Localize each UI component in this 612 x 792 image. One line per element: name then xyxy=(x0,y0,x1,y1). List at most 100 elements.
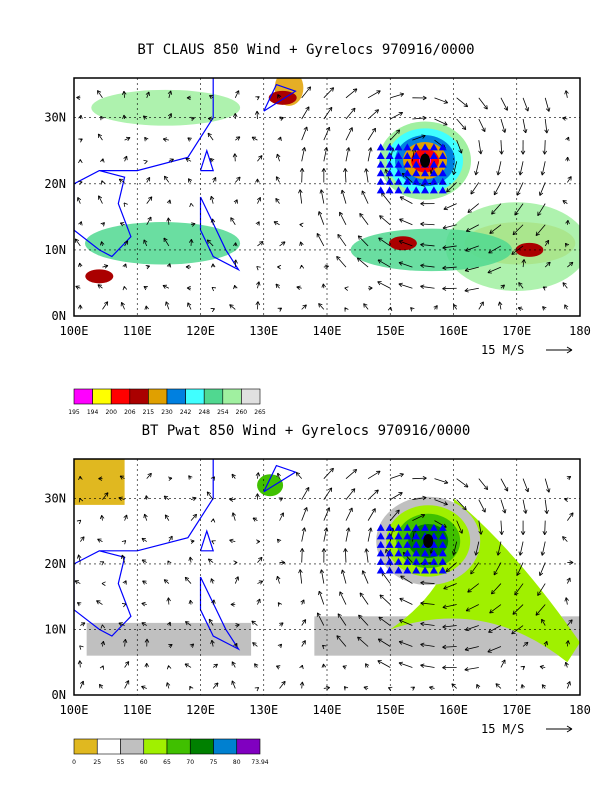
gyre-marker xyxy=(385,143,394,151)
wind-arrowhead xyxy=(357,235,363,240)
wind-vector xyxy=(565,90,568,98)
cloud-region xyxy=(91,89,241,126)
wind-arrowhead xyxy=(97,284,102,289)
wind-vector xyxy=(562,200,568,204)
wind-vector xyxy=(162,284,170,289)
wind-arrowhead xyxy=(541,618,546,624)
wind-vector xyxy=(146,473,152,479)
gyre-marker xyxy=(403,540,412,548)
wind-vector xyxy=(442,604,457,608)
legend-swatch xyxy=(73,388,93,405)
wind-vector xyxy=(564,304,568,310)
wind-vector xyxy=(398,240,413,247)
wind-arrowhead xyxy=(123,202,128,207)
wind-vector xyxy=(442,625,457,628)
wind-vector xyxy=(229,539,236,542)
wind-arrowhead xyxy=(168,476,173,481)
wind-vector xyxy=(357,235,369,247)
wind-vector xyxy=(251,620,258,626)
wind-arrowhead xyxy=(378,237,383,242)
wind-arrowhead xyxy=(188,239,194,244)
wind-arrowhead xyxy=(192,513,197,519)
wind-arrowhead xyxy=(336,256,341,261)
wind-arrowhead xyxy=(337,613,342,618)
gyre-marker xyxy=(385,186,394,194)
wind-vector xyxy=(168,90,172,98)
wind-vector xyxy=(234,576,239,584)
legend-swatch xyxy=(189,738,214,755)
wind-arrowhead xyxy=(483,105,488,110)
wind-vector xyxy=(399,196,413,204)
gyre-marker xyxy=(403,143,412,151)
wind-arrowhead xyxy=(520,684,526,689)
wind-arrowhead xyxy=(100,180,106,185)
wind-arrowhead xyxy=(502,509,507,514)
wind-vector xyxy=(358,614,369,626)
wind-vector xyxy=(168,535,173,542)
wind-arrowhead xyxy=(210,476,216,481)
wind-arrowhead xyxy=(483,485,489,491)
gyre-marker xyxy=(421,557,430,565)
wind-arrowhead xyxy=(300,599,305,604)
wind-vector xyxy=(442,224,457,229)
x-tick-label: 160E xyxy=(439,324,468,338)
wind-arrowhead xyxy=(75,285,80,290)
y-tick-label: 0N xyxy=(52,309,66,323)
gyre-marker xyxy=(403,152,412,160)
wind-arrowhead xyxy=(538,571,544,577)
wind-arrowhead xyxy=(141,559,147,564)
wind-arrowhead xyxy=(368,285,373,291)
wind-arrowhead xyxy=(78,304,83,309)
wind-vector xyxy=(514,203,524,216)
wind-vector xyxy=(390,112,403,120)
chart-title-pwat: BT Pwat 850 Wind + Gyrelocs 970916/0000 xyxy=(141,423,471,439)
wind-vector xyxy=(118,178,125,183)
wind-vector xyxy=(491,583,502,595)
wind-arrowhead xyxy=(207,558,213,563)
wind-arrowhead xyxy=(235,90,240,95)
wind-vector xyxy=(398,641,413,647)
wind-arrowhead xyxy=(538,191,544,196)
wind-vector xyxy=(442,646,457,648)
wind-arrowhead xyxy=(97,133,103,138)
wind-vector xyxy=(500,659,506,668)
wind-arrowhead xyxy=(378,616,383,621)
gyre-locations xyxy=(376,143,447,194)
wind-arrowhead xyxy=(278,497,284,502)
wind-arrowhead xyxy=(122,286,128,291)
wind-arrowhead xyxy=(80,680,85,686)
wind-vector xyxy=(168,158,174,162)
wind-arrowhead xyxy=(398,111,404,116)
gyre-marker xyxy=(438,160,447,168)
wind-vector xyxy=(231,473,236,479)
chart-title-claus: BT CLAUS 850 Wind + Gyrelocs 970916/0000 xyxy=(137,42,475,58)
cloud-region xyxy=(445,202,580,291)
wind-arrowhead xyxy=(318,590,323,596)
wind-arrowhead xyxy=(541,684,547,689)
wind-arrowhead xyxy=(316,233,321,238)
wind-arrowhead xyxy=(188,475,193,480)
wind-arrowhead xyxy=(464,667,469,672)
wind-arrowhead xyxy=(520,531,526,535)
wind-vector xyxy=(500,499,506,514)
wind-arrowhead xyxy=(99,665,104,670)
wind-vector xyxy=(141,559,147,563)
wind-arrowhead xyxy=(458,149,463,154)
wind-arrowhead xyxy=(371,127,376,133)
wind-vector xyxy=(511,245,524,255)
wind-arrowhead xyxy=(453,304,458,309)
wind-vector xyxy=(257,556,263,563)
wind-vector xyxy=(544,641,548,647)
wind-vector xyxy=(231,661,236,668)
wind-arrowhead xyxy=(76,197,82,202)
color-legend: 195 194 200 206 215 230 242 248 254 260 265 xyxy=(68,388,266,416)
dry-region xyxy=(74,459,125,505)
wind-arrowhead xyxy=(410,307,415,312)
wind-vector xyxy=(544,478,550,493)
wind-vector xyxy=(275,283,280,289)
gyre-marker xyxy=(438,143,447,151)
wind-arrowhead xyxy=(185,158,190,163)
wind-vector xyxy=(208,618,214,626)
wind-arrowhead xyxy=(343,168,348,173)
wind-arrowhead xyxy=(141,685,146,690)
